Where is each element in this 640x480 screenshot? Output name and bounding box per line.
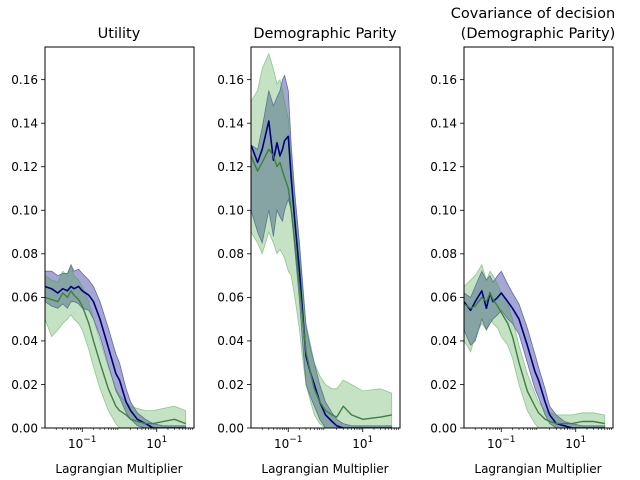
y-tick-label: 0.00 [430,421,457,435]
confidence-band-2 [464,263,606,428]
y-tick-label: 0.04 [217,334,244,348]
y-tick-label: 0.12 [11,160,38,174]
series-group [464,263,606,428]
y-tick-label: 0.12 [430,160,457,174]
y-tick-label: 0.16 [217,73,244,87]
x-axis-label: Lagrangian Multiplier [474,462,601,476]
series-line-1 [464,289,605,428]
series-line-1 [45,285,186,428]
panel-demographic-parity: Demographic Parity Lagrangian Multiplier… [217,26,401,476]
y-tick-label: 0.02 [217,378,244,392]
panel-title-line-2: (Demographic Parity) [461,26,616,42]
panel-title: Utility [98,26,141,42]
confidence-band-1 [464,270,606,428]
y-tick-label: 0.06 [430,291,457,305]
x-tick-label: 101 [146,435,167,451]
y-tick-label: 0.14 [217,117,244,131]
y-tick-label: 0.10 [217,204,244,218]
plot-area [464,263,606,428]
x-tick-label: 10−1 [68,435,97,451]
y-tick-label: 0.16 [430,73,457,87]
panel-covariance: Covariance of decision (Demographic Pari… [430,6,615,476]
confidence-band-1 [251,74,393,428]
plot-area [45,263,187,428]
confidence-band-1 [45,263,187,428]
x-tick-label: 10−1 [487,435,516,451]
y-tick-label: 0.02 [430,378,457,392]
y-tick-label: 0.08 [430,247,457,261]
y-tick-label: 0.06 [217,291,244,305]
series-line-2 [45,290,186,425]
confidence-band-2 [45,263,187,428]
x-tick-label: 10−1 [274,435,303,451]
panel-title-line-1: Covariance of decision [451,6,615,22]
y-tick-label: 0.00 [11,421,38,435]
series-line-2 [251,148,392,420]
y-tick-label: 0.04 [11,334,38,348]
y-tick-label: 0.14 [11,117,38,131]
y-tick-label: 0.08 [11,247,38,261]
series-line-2 [464,292,605,425]
panel-utility: Utility Lagrangian Multiplier 0.00 0.02 0.… [11,26,195,476]
series-group [45,263,187,428]
y-tick-label: 0.08 [217,247,244,261]
y-tick-label: 0.06 [11,291,38,305]
panel-title: Demographic Parity [253,26,397,42]
y-tick-label: 0.10 [11,204,38,218]
x-tick-label: 101 [352,435,373,451]
x-axis-label: Lagrangian Multiplier [261,462,388,476]
axes-frame [44,46,195,429]
y-tick-label: 0.00 [217,421,244,435]
x-axis-label: Lagrangian Multiplier [55,462,182,476]
confidence-band-2 [251,52,393,428]
y-tick-label: 0.02 [11,378,38,392]
y-tick-label: 0.16 [11,73,38,87]
y-tick-label: 0.12 [217,160,244,174]
y-tick-label: 0.10 [430,204,457,218]
y-tick-label: 0.04 [430,334,457,348]
y-tick-label: 0.14 [430,117,457,131]
axes-frame [463,46,614,429]
x-tick-label: 101 [565,435,586,451]
axes-frame [250,46,401,429]
